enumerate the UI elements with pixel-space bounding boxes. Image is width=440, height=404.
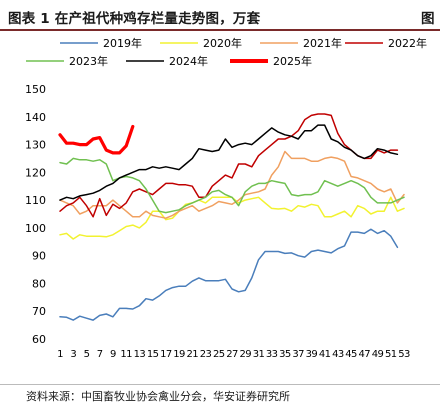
x-tick-label: 15 xyxy=(147,349,159,360)
x-tick-label: 5 xyxy=(84,349,90,360)
x-tick-label: 29 xyxy=(239,349,251,360)
chart-legend: 2019年 2020年 2021年 2022年 2023年 2024年 2025年 xyxy=(26,36,427,68)
x-tick-label: 23 xyxy=(200,349,212,360)
series-line-2021年 xyxy=(59,150,405,219)
legend-label: 2024年 xyxy=(169,54,208,68)
x-tick-label: 13 xyxy=(134,349,146,360)
x-tick-label: 45 xyxy=(345,349,357,360)
y-tick-label: 140 xyxy=(25,111,46,124)
y-tick-label: 100 xyxy=(25,222,46,235)
x-tick-label: 41 xyxy=(319,349,331,360)
x-tick-label: 51 xyxy=(385,349,397,360)
line-chart: 2019年 2020年 2021年 2022年 2023年 2024年 2025年 60 70… xyxy=(25,36,427,360)
x-tick-label: 17 xyxy=(160,349,172,360)
legend-label: 2025年 xyxy=(273,54,312,68)
series-line-2025年 xyxy=(58,124,135,155)
x-tick-label: 21 xyxy=(187,349,199,360)
legend-label: 2022年 xyxy=(388,36,427,50)
x-tick-label: 47 xyxy=(359,349,371,360)
x-tick-label: 35 xyxy=(279,349,291,360)
x-tick-label: 53 xyxy=(398,349,410,360)
y-tick-label: 150 xyxy=(25,83,46,96)
header-rule xyxy=(0,29,440,31)
x-axis: 1 3 5 7 9 11 13 15 17 19 21 23 25 27 29 31 33 35 37 39 41 43 4… xyxy=(57,349,410,360)
x-tick-label: 1 xyxy=(57,349,63,360)
plot-area xyxy=(58,113,405,321)
x-tick-label: 37 xyxy=(292,349,304,360)
x-tick-label: 11 xyxy=(120,349,132,360)
x-tick-label: 27 xyxy=(226,349,238,360)
x-tick-label: 9 xyxy=(110,349,116,360)
x-tick-label: 43 xyxy=(332,349,344,360)
legend-label: 2021年 xyxy=(303,36,342,50)
footer-rule xyxy=(0,384,440,385)
figure-title: 图表 1 在产祖代种鸡存栏量走势图，万套 xyxy=(8,11,261,27)
x-tick-label: 7 xyxy=(97,349,103,360)
x-tick-label: 19 xyxy=(173,349,185,360)
x-tick-label: 49 xyxy=(372,349,384,360)
y-tick-label: 70 xyxy=(32,305,46,318)
legend-label: 2023年 xyxy=(69,54,108,68)
x-tick-label: 39 xyxy=(306,349,318,360)
y-axis: 60 70 80 90 100 110 120 130 140 150 xyxy=(25,83,46,346)
y-tick-label: 90 xyxy=(32,250,46,263)
legend-label: 2019年 xyxy=(103,36,142,50)
x-tick-label: 3 xyxy=(70,349,76,360)
source-note: 资料来源：中国畜牧业协会禽业分会，华安证券研究所 xyxy=(26,390,290,403)
legend-label: 2020年 xyxy=(203,36,242,50)
y-tick-label: 130 xyxy=(25,139,46,152)
x-tick-label: 33 xyxy=(266,349,278,360)
series-line-2019年 xyxy=(59,228,399,321)
series-line-2024年 xyxy=(59,124,399,201)
y-tick-label: 120 xyxy=(25,166,46,179)
y-tick-label: 110 xyxy=(25,194,46,207)
x-tick-label: 31 xyxy=(253,349,265,360)
figure-header: 图表 1 在产祖代种鸡存栏量走势图，万套 图 xyxy=(0,0,440,31)
y-tick-label: 80 xyxy=(32,277,46,290)
series-line-2022年 xyxy=(59,113,399,218)
figure-title-clipped: 图 xyxy=(421,11,435,27)
y-tick-label: 60 xyxy=(32,333,46,346)
x-tick-label: 25 xyxy=(213,349,225,360)
